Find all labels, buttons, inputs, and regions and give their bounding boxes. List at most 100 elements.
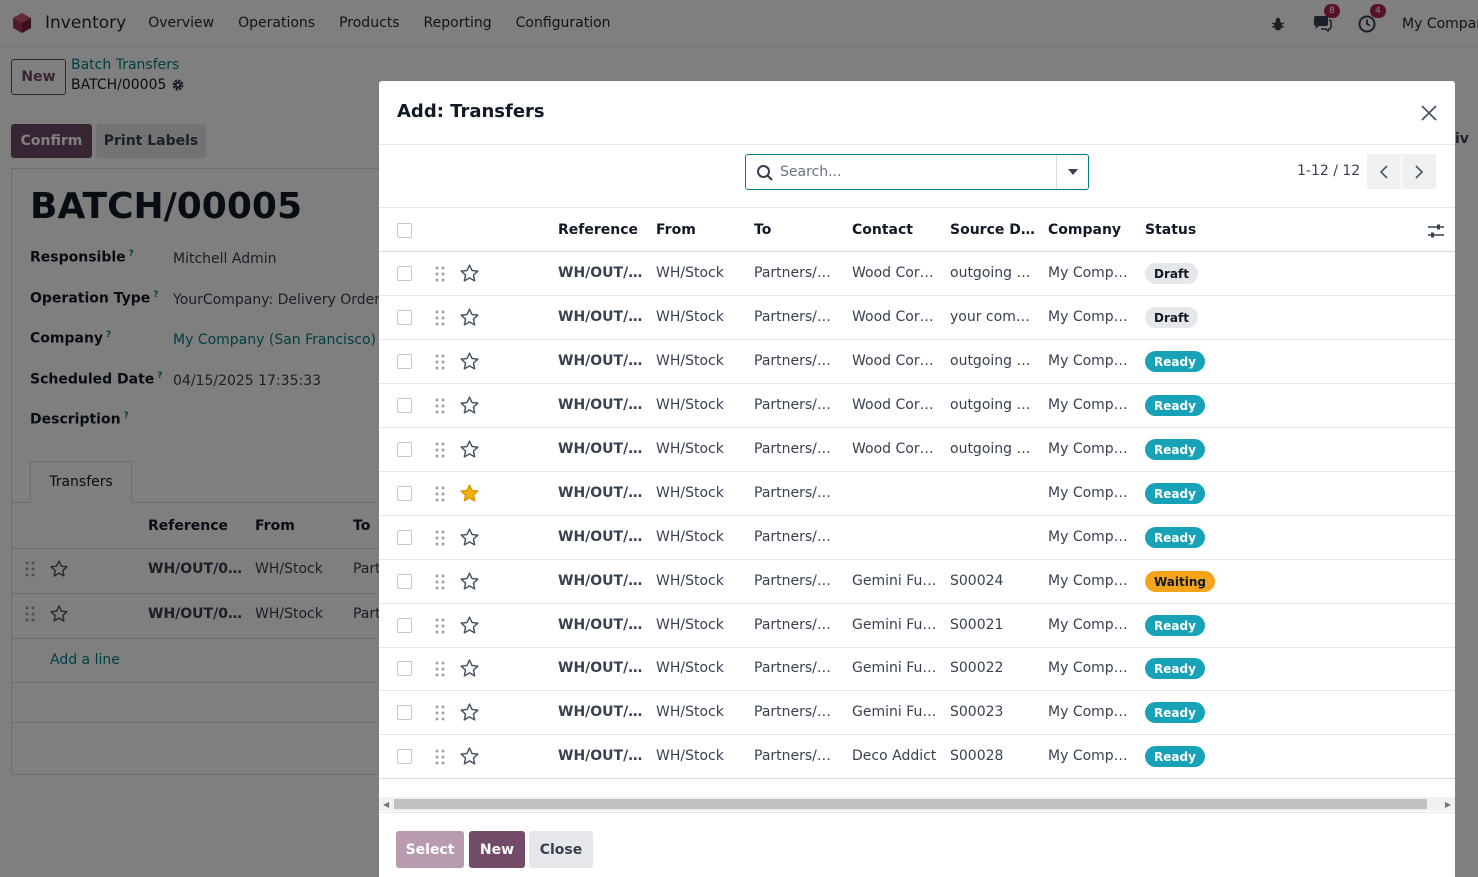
drag-handle-icon[interactable] xyxy=(435,530,445,546)
cell-from: WH/Stock xyxy=(656,265,724,281)
row-checkbox[interactable] xyxy=(397,618,412,633)
cell-to: Partners/… xyxy=(754,748,831,764)
new-button[interactable]: New xyxy=(469,831,525,868)
star-filled-icon[interactable] xyxy=(459,483,480,504)
cell-company: My Comp… xyxy=(1048,529,1128,545)
star-icon[interactable] xyxy=(459,527,480,548)
cell-source: your com… xyxy=(950,309,1030,325)
table-row[interactable]: WH/OUT/… WH/Stock Partners/… Gemini Fu… S000… xyxy=(379,691,1455,735)
row-checkbox[interactable] xyxy=(397,749,412,764)
pager-value[interactable]: 1-12 / 12 xyxy=(1297,163,1361,179)
chevron-right-icon xyxy=(1415,164,1424,179)
cell-reference: WH/OUT/… xyxy=(558,309,643,325)
column-from[interactable]: From xyxy=(656,222,696,238)
drag-handle-icon[interactable] xyxy=(435,486,445,502)
pager-previous-button[interactable] xyxy=(1367,154,1401,189)
add-transfers-dialog: Add: Transfers 1-12 / 12 Reference From … xyxy=(379,81,1455,877)
table-row[interactable]: WH/OUT/… WH/Stock Partners/… My Comp… Ready xyxy=(379,516,1455,560)
horizontal-scrollbar[interactable]: ◀ ▶ xyxy=(379,797,1455,811)
drag-handle-icon[interactable] xyxy=(435,266,445,282)
row-checkbox[interactable] xyxy=(397,398,412,413)
chevron-left-icon xyxy=(1379,164,1388,179)
status-badge: Ready xyxy=(1145,395,1205,416)
row-checkbox[interactable] xyxy=(397,574,412,589)
row-checkbox[interactable] xyxy=(397,661,412,676)
star-icon[interactable] xyxy=(459,702,480,723)
table-row[interactable]: WH/OUT/… WH/Stock Partners/… Gemini Fu… S000… xyxy=(379,604,1455,648)
search-options-toggle[interactable] xyxy=(1056,155,1088,189)
table-row[interactable]: WH/OUT/… WH/Stock Partners/… Wood Cor… outgo… xyxy=(379,340,1455,384)
star-icon[interactable] xyxy=(459,615,480,636)
row-checkbox[interactable] xyxy=(397,530,412,545)
close-button[interactable]: Close xyxy=(529,831,593,868)
star-icon[interactable] xyxy=(459,658,480,679)
column-to[interactable]: To xyxy=(754,222,772,238)
status-badge: Ready xyxy=(1145,658,1205,679)
cell-from: WH/Stock xyxy=(656,617,724,633)
scroll-right-arrow-icon[interactable]: ▶ xyxy=(1444,800,1451,809)
row-checkbox[interactable] xyxy=(397,705,412,720)
table-row[interactable]: WH/OUT/… WH/Stock Partners/… Deco Addict S00… xyxy=(379,735,1455,779)
table-row[interactable]: WH/OUT/… WH/Stock Partners/… Gemini Fu… S000… xyxy=(379,647,1455,691)
status-badge: Waiting xyxy=(1145,571,1216,592)
dialog-header: Add: Transfers xyxy=(379,81,1455,145)
drag-handle-icon[interactable] xyxy=(435,442,445,458)
cell-contact: Gemini Fu… xyxy=(852,617,937,633)
column-reference[interactable]: Reference xyxy=(558,222,639,238)
optional-columns-icon[interactable] xyxy=(1427,223,1445,239)
cell-source: S00021 xyxy=(950,617,1004,633)
cell-from: WH/Stock xyxy=(656,529,724,545)
cell-source: S00028 xyxy=(950,748,1004,764)
close-icon[interactable] xyxy=(1419,103,1439,123)
star-icon[interactable] xyxy=(459,351,480,372)
star-icon[interactable] xyxy=(459,307,480,328)
cell-reference: WH/OUT/… xyxy=(558,573,643,589)
drag-handle-icon[interactable] xyxy=(435,661,445,677)
drag-handle-icon[interactable] xyxy=(435,749,445,765)
list-header: Reference From To Contact Source D… Comp… xyxy=(379,207,1455,252)
table-row[interactable]: WH/OUT/… WH/Stock Partners/… Wood Cor… your … xyxy=(379,296,1455,340)
drag-handle-icon[interactable] xyxy=(435,705,445,721)
row-checkbox[interactable] xyxy=(397,486,412,501)
table-row[interactable]: WH/OUT/… WH/Stock Partners/… Wood Cor… outgo… xyxy=(379,384,1455,428)
cell-reference: WH/OUT/… xyxy=(558,704,643,720)
scroll-left-arrow-icon[interactable]: ◀ xyxy=(383,800,390,809)
search-icon xyxy=(757,165,773,181)
table-row[interactable]: WH/OUT/… WH/Stock Partners/… Wood Cor… outgo… xyxy=(379,252,1455,296)
column-company[interactable]: Company xyxy=(1048,222,1122,238)
cell-reference: WH/OUT/… xyxy=(558,441,643,457)
drag-handle-icon[interactable] xyxy=(435,310,445,326)
column-status[interactable]: Status xyxy=(1145,222,1197,238)
select-button[interactable]: Select xyxy=(396,831,464,868)
table-row[interactable]: WH/OUT/… WH/Stock Partners/… Wood Cor… outgo… xyxy=(379,428,1455,472)
cell-company: My Comp… xyxy=(1048,704,1128,720)
star-icon[interactable] xyxy=(459,746,480,767)
row-checkbox[interactable] xyxy=(397,266,412,281)
table-row[interactable]: WH/OUT/… WH/Stock Partners/… My Comp… Ready xyxy=(379,472,1455,516)
star-icon[interactable] xyxy=(459,571,480,592)
star-icon[interactable] xyxy=(459,263,480,284)
cell-to: Partners/… xyxy=(754,397,831,413)
drag-handle-icon[interactable] xyxy=(435,354,445,370)
cell-contact: Gemini Fu… xyxy=(852,704,937,720)
table-row[interactable]: WH/OUT/… WH/Stock Partners/… Gemini Fu… S000… xyxy=(379,560,1455,604)
star-icon[interactable] xyxy=(459,439,480,460)
row-checkbox[interactable] xyxy=(397,310,412,325)
cell-to: Partners/… xyxy=(754,617,831,633)
cell-source: outgoing … xyxy=(950,265,1031,281)
cell-from: WH/Stock xyxy=(656,573,724,589)
column-source-document[interactable]: Source D… xyxy=(950,222,1035,238)
drag-handle-icon[interactable] xyxy=(435,398,445,414)
drag-handle-icon[interactable] xyxy=(435,618,445,634)
column-contact[interactable]: Contact xyxy=(852,222,913,238)
search-input[interactable] xyxy=(780,162,1050,182)
scrollbar-thumb[interactable] xyxy=(394,799,1427,809)
pager-next-button[interactable] xyxy=(1402,154,1436,189)
drag-handle-icon[interactable] xyxy=(435,574,445,590)
row-checkbox[interactable] xyxy=(397,442,412,457)
cell-reference: WH/OUT/… xyxy=(558,529,643,545)
select-all-checkbox[interactable] xyxy=(397,223,412,238)
star-icon[interactable] xyxy=(459,395,480,416)
row-checkbox[interactable] xyxy=(397,354,412,369)
cell-from: WH/Stock xyxy=(656,309,724,325)
